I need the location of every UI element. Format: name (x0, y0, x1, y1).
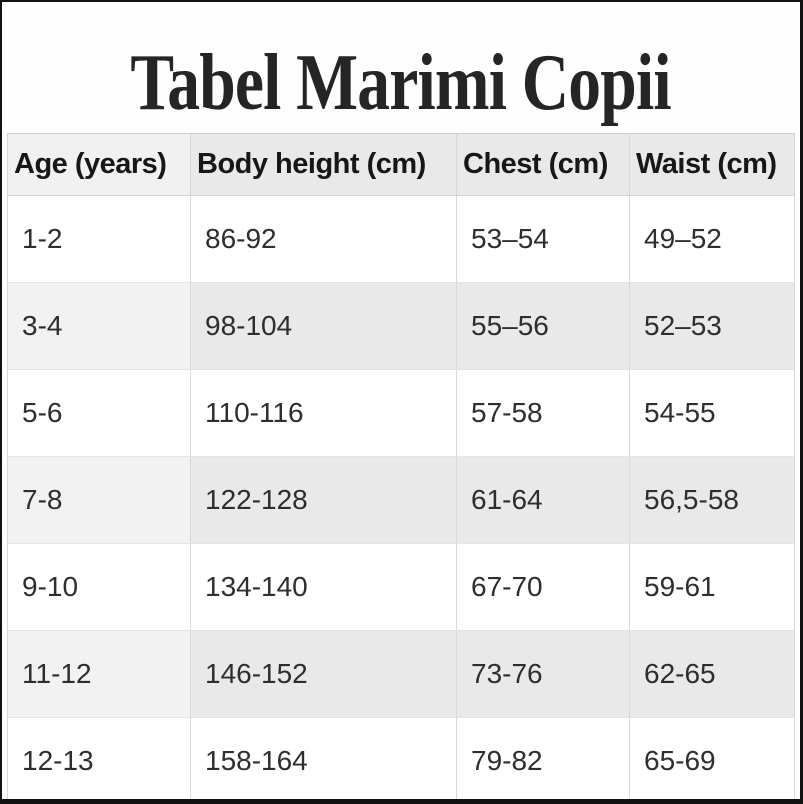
column-header-age: Age (years) (7, 133, 191, 196)
cell-waist: 56,5-58 (629, 456, 795, 544)
cell-body-height: 146-152 (190, 630, 457, 718)
cell-age: 9-10 (7, 543, 191, 631)
table-body: 1-2 86-92 53–54 49–52 3-4 98-104 55–56 52–53 5-6… (7, 195, 795, 799)
cell-chest: 73-76 (456, 630, 630, 718)
cell-body-height: 98-104 (190, 282, 457, 370)
table-row: 11-12 146-152 73-76 62-65 (7, 630, 795, 718)
cell-waist: 59-61 (629, 543, 795, 631)
page-title: Tabel Marimi Copii (130, 38, 672, 127)
table-row: 12-13 158-164 79-82 65-69 (7, 717, 795, 799)
cell-chest: 53–54 (456, 195, 630, 283)
cell-age: 5-6 (7, 369, 191, 457)
cell-body-height: 134-140 (190, 543, 457, 631)
cell-body-height: 122-128 (190, 456, 457, 544)
cell-chest: 79-82 (456, 717, 630, 799)
title-area: Tabel Marimi Copii (2, 2, 800, 133)
cell-waist: 62-65 (629, 630, 795, 718)
cell-age: 3-4 (7, 282, 191, 370)
cell-waist: 65-69 (629, 717, 795, 799)
table-header-row: Age (years) Body height (cm) Chest (cm) Wai… (7, 133, 795, 196)
table-row: 7-8 122-128 61-64 56,5-58 (7, 456, 795, 544)
cell-chest: 61-64 (456, 456, 630, 544)
table-row: 9-10 134-140 67-70 59-61 (7, 543, 795, 631)
cell-chest: 55–56 (456, 282, 630, 370)
table-row: 3-4 98-104 55–56 52–53 (7, 282, 795, 370)
size-table: Age (years) Body height (cm) Chest (cm) Wai… (7, 133, 795, 799)
cell-age: 12-13 (7, 717, 191, 799)
cell-age: 7-8 (7, 456, 191, 544)
table-row: 5-6 110-116 57-58 54-55 (7, 369, 795, 457)
table-row: 1-2 86-92 53–54 49–52 (7, 195, 795, 283)
cell-waist: 52–53 (629, 282, 795, 370)
column-header-body-height: Body height (cm) (190, 133, 457, 196)
cell-body-height: 86-92 (190, 195, 457, 283)
cell-age: 11-12 (7, 630, 191, 718)
cell-chest: 57-58 (456, 369, 630, 457)
cell-age: 1-2 (7, 195, 191, 283)
cell-waist: 54-55 (629, 369, 795, 457)
column-header-waist: Waist (cm) (629, 133, 795, 196)
cell-body-height: 158-164 (190, 717, 457, 799)
cell-waist: 49–52 (629, 195, 795, 283)
column-header-chest: Chest (cm) (456, 133, 630, 196)
cell-body-height: 110-116 (190, 369, 457, 457)
cell-chest: 67-70 (456, 543, 630, 631)
